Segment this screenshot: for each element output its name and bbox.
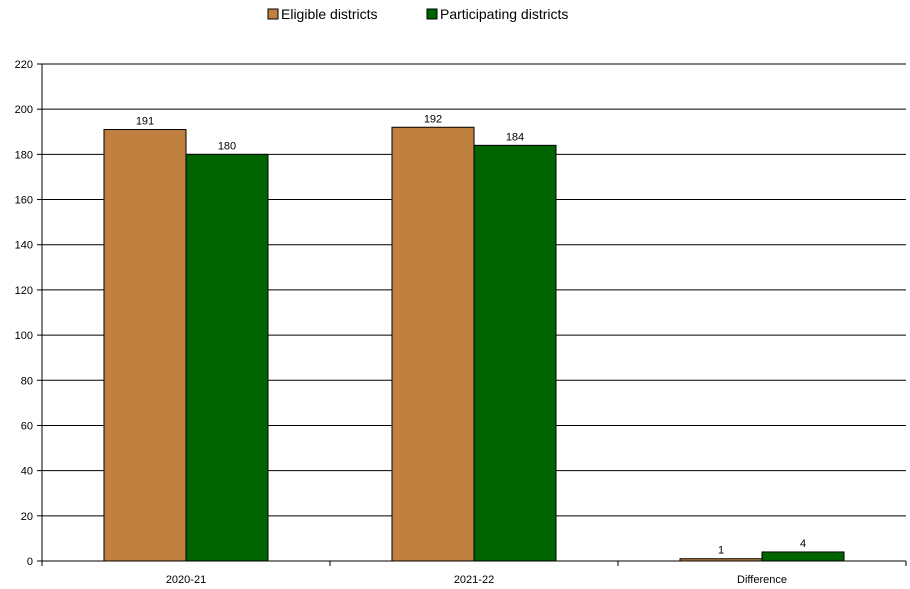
legend-label: Eligible districts — [281, 6, 377, 22]
bar-participating-0 — [185, 153, 269, 562]
y-tick-label: 180 — [15, 149, 33, 161]
bar-participating-2 — [761, 551, 845, 562]
data-label: 191 — [136, 116, 154, 128]
legend-label: Participating districts — [440, 6, 568, 22]
data-label: 184 — [506, 131, 524, 143]
data-label: 4 — [800, 538, 806, 550]
y-tick-label: 60 — [21, 420, 33, 432]
y-tick-label: 140 — [15, 240, 33, 252]
y-tick-label: 80 — [21, 375, 33, 387]
legend-swatch — [267, 8, 279, 20]
y-axis: 0 20 40 60 80 100 120 140 160 180 200 220 — [15, 59, 43, 568]
y-tick-label: 220 — [15, 59, 33, 71]
y-tick-label: 120 — [15, 285, 33, 297]
legend-swatch — [426, 8, 438, 20]
data-label: 1 — [718, 545, 724, 557]
x-tick-label: 2021-22 — [454, 574, 494, 586]
data-label: 180 — [218, 140, 236, 152]
bar-participating-1 — [473, 144, 557, 562]
y-tick-label: 100 — [15, 330, 33, 342]
legend: Eligible districts Participating district… — [267, 6, 568, 22]
y-tick-label: 40 — [21, 466, 33, 478]
y-tick-label: 160 — [15, 195, 33, 207]
y-tick-label: 200 — [15, 104, 33, 116]
y-tick-label: 20 — [21, 511, 33, 523]
bar-eligible-0 — [103, 129, 187, 562]
data-label: 192 — [424, 113, 442, 125]
x-tick-label: 2020-21 — [166, 574, 206, 586]
x-tick-label: Difference — [737, 574, 787, 586]
bars: 191 180 192 184 1 4 — [103, 113, 845, 562]
x-axis: 2020-21 2021-22 Difference — [41, 560, 907, 586]
bar-eligible-1 — [391, 126, 475, 562]
y-tick-label: 0 — [27, 556, 33, 568]
